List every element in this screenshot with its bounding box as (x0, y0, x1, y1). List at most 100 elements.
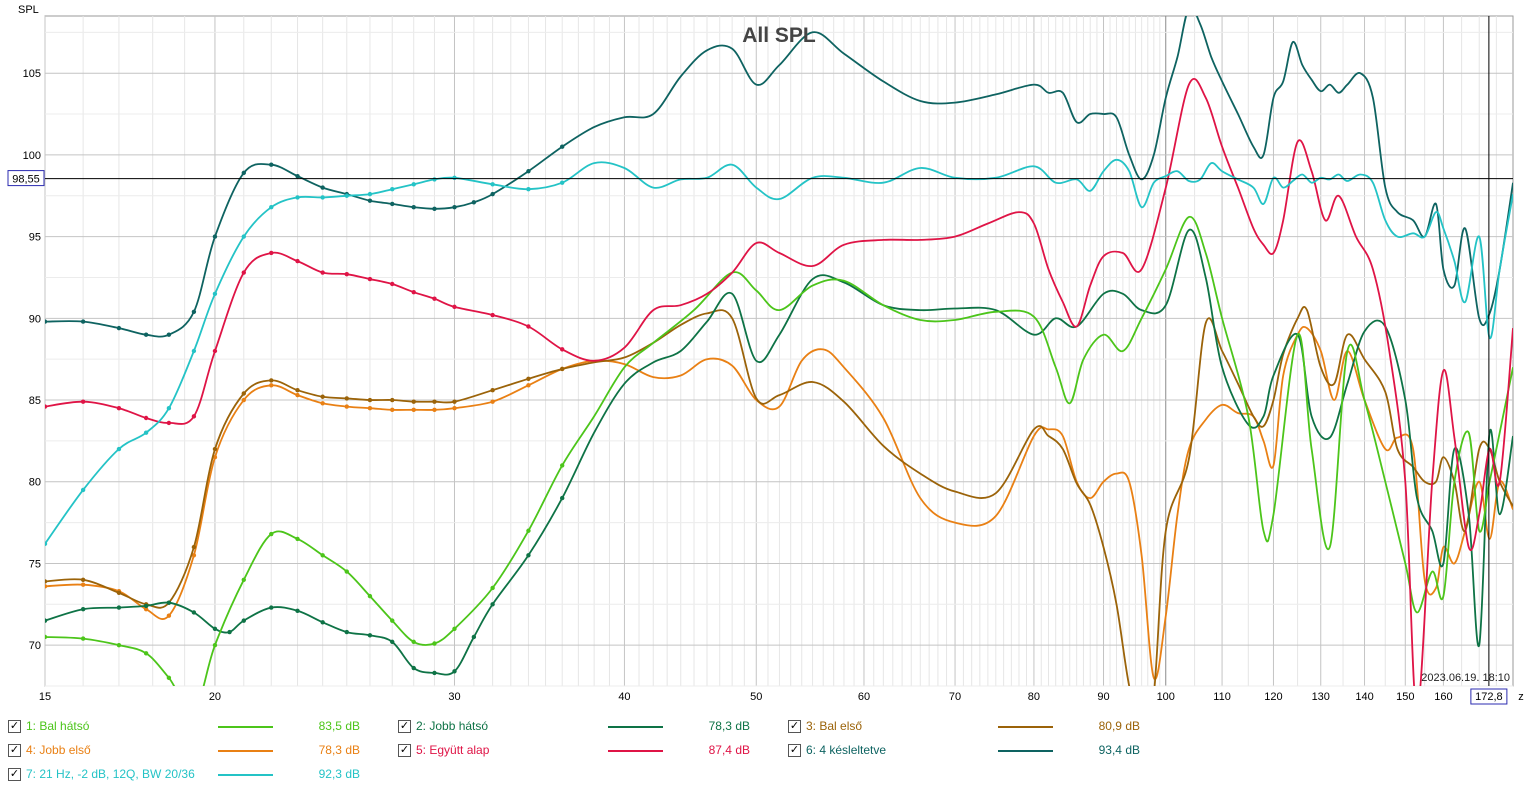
series-point-6 (559, 144, 565, 149)
series-point-2 (80, 606, 86, 612)
series-point-3 (45, 579, 48, 584)
x-tick-label: 15 (39, 691, 51, 703)
legend-checkbox[interactable]: ✓ (8, 719, 21, 733)
series-point-7 (559, 180, 565, 185)
legend-item-5[interactable]: ✓ 5: Együtt alap (398, 740, 489, 760)
legend-value-3: 80,9 dB (1098, 719, 1140, 733)
series-point-4 (411, 407, 416, 413)
x-tick-label: 160 (1434, 691, 1452, 703)
series-point-2 (212, 626, 218, 632)
y-tick-label: 75 (29, 558, 41, 570)
legend-label: 5: Együtt alap (416, 743, 490, 757)
legend-checkbox[interactable]: ✓ (788, 719, 801, 733)
x-tick-label: 120 (1264, 691, 1282, 703)
legend-checkbox[interactable]: ✓ (8, 767, 21, 781)
series-point-5 (390, 281, 395, 287)
legend: ✓ 1: Bal hátsó 83,5 dB ✓ 2: Jobb hátsó 78,3 d… (0, 712, 1536, 789)
x-tick-label: 80 (1028, 691, 1040, 703)
series-point-3 (344, 396, 349, 401)
series-point-1 (269, 531, 274, 537)
series-point-4 (45, 584, 48, 589)
series-point-3 (559, 366, 565, 372)
legend-item-1[interactable]: ✓ 1: Bal hátsó (8, 716, 89, 736)
legend-checkbox[interactable]: ✓ (398, 743, 411, 757)
legend-item-4[interactable]: ✓ 4: Jobb első (8, 740, 91, 760)
x-tick-label: 40 (618, 691, 630, 703)
series-point-3 (80, 577, 86, 582)
legend-item-7[interactable]: ✓ 7: 21 Hz, -2 dB, 12Q, BW 20/36 (8, 764, 195, 784)
series-point-4 (166, 613, 172, 618)
chart-series (45, 16, 1513, 686)
series-point-7 (269, 204, 274, 210)
series-point-2 (241, 618, 246, 623)
series-point-7 (241, 234, 246, 239)
series-point-5 (241, 270, 246, 275)
series-line-2 (45, 228, 1513, 676)
series-point-3 (526, 376, 531, 381)
chart-title: All SPL (742, 24, 816, 47)
cursor-x-box (1470, 688, 1508, 705)
x-tick-label: 50 (750, 691, 762, 703)
series-point-6 (471, 200, 477, 205)
series-point-5 (411, 289, 416, 295)
series-point-6 (295, 173, 300, 179)
series-point-1 (295, 536, 300, 542)
series-point-2 (269, 605, 274, 610)
series-point-7 (143, 430, 149, 435)
series-point-4 (390, 407, 395, 413)
series-point-7 (411, 182, 416, 187)
legend-label: 3: Bal első (806, 719, 863, 733)
series-point-1 (143, 651, 149, 656)
series-point-7 (452, 175, 457, 180)
series-point-4 (367, 405, 373, 411)
series-point-1 (559, 463, 565, 468)
series-point-2 (490, 602, 495, 607)
series-point-7 (191, 348, 197, 354)
series-point-7 (295, 195, 300, 200)
legend-swatch-6 (998, 750, 1053, 752)
legend-swatch-4 (218, 750, 273, 752)
legend-swatch-3 (998, 726, 1053, 728)
series-point-5 (490, 312, 495, 318)
series-point-6 (390, 201, 395, 207)
series-point-6 (490, 191, 495, 197)
series-point-4 (269, 383, 274, 388)
series-point-5 (526, 324, 531, 329)
series-point-5 (166, 420, 172, 426)
series-point-7 (367, 191, 373, 197)
legend-label: 1: Bal hátsó (26, 719, 90, 733)
legend-checkbox[interactable]: ✓ (8, 743, 21, 757)
legend-checkbox[interactable]: ✓ (788, 743, 801, 757)
cursor-x-label: 172,8 (1475, 691, 1503, 703)
series-point-2 (320, 620, 325, 625)
series-point-1 (452, 626, 457, 632)
legend-label: 4: Jobb első (26, 743, 91, 757)
series-point-3 (269, 378, 274, 383)
legend-value-5: 87,4 dB (708, 743, 750, 757)
series-point-5 (344, 271, 349, 277)
series-point-2 (432, 670, 437, 676)
legend-item-3[interactable]: ✓ 3: Bal első (788, 716, 862, 736)
series-point-6 (367, 198, 373, 203)
legend-value-2: 78,3 dB (708, 719, 750, 733)
y-tick-label: 70 (29, 640, 41, 652)
y-tick-label: 105 (23, 68, 41, 80)
series-point-2 (471, 634, 477, 640)
series-point-7 (212, 291, 218, 297)
series-point-7 (526, 187, 531, 192)
series-point-3 (295, 388, 300, 393)
series-point-6 (191, 309, 197, 314)
series-point-6 (241, 170, 246, 176)
legend-item-6[interactable]: ✓ 6: 4 késleltetve (788, 740, 886, 760)
series-point-4 (432, 407, 437, 413)
x-tick-label: 70 (949, 691, 961, 703)
legend-checkbox[interactable]: ✓ (398, 719, 411, 733)
series-point-1 (45, 634, 48, 640)
series-point-1 (166, 675, 172, 681)
series-point-6 (320, 185, 325, 190)
legend-item-2[interactable]: ✓ 2: Jobb hátsó (398, 716, 488, 736)
series-point-5 (80, 399, 86, 404)
legend-label: 7: 21 Hz, -2 dB, 12Q, BW 20/36 (26, 767, 195, 781)
series-point-2 (116, 605, 122, 610)
series-point-2 (191, 610, 197, 615)
